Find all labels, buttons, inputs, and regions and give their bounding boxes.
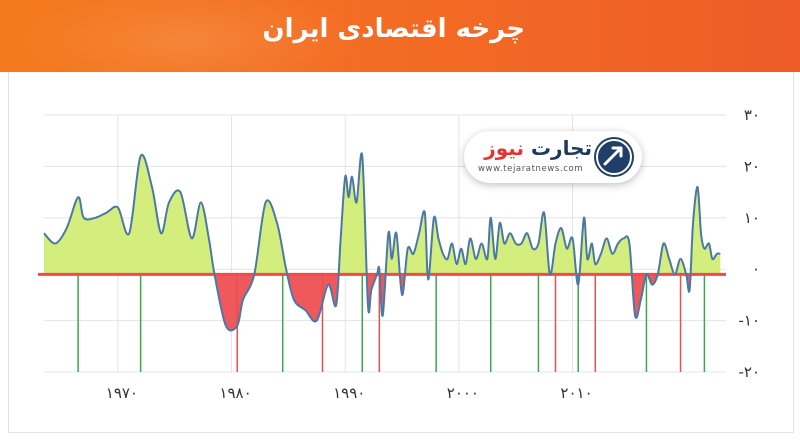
title-banner: چرخه اقتصادی ایران bbox=[0, 0, 800, 72]
y-tick-label: ۳۰ bbox=[744, 106, 760, 124]
logo-name: تجارت نیوز bbox=[484, 136, 592, 160]
series-line-layer bbox=[38, 152, 726, 332]
chart-frame bbox=[8, 72, 794, 433]
y-tick-label: -۱۰ bbox=[738, 312, 760, 330]
y-tick-label: -۲۰ bbox=[738, 363, 760, 381]
y-tick-label: ۲۰ bbox=[744, 157, 760, 175]
cycle-markers bbox=[77, 274, 706, 372]
x-tick-label: ۱۹۷۰ bbox=[106, 384, 138, 402]
logo-emblem-icon bbox=[594, 137, 634, 177]
logo-name-accent: نیوز bbox=[484, 136, 524, 160]
area-layer bbox=[44, 153, 721, 331]
chart-title: چرخه اقتصادی ایران bbox=[262, 14, 525, 44]
x-tick-label: ۱۹۹۰ bbox=[333, 384, 365, 402]
expansion-area bbox=[44, 153, 721, 275]
logo-url: www.tejaratnews.com bbox=[478, 164, 584, 174]
x-tick-label: ۲۰۱۰ bbox=[560, 384, 592, 402]
contraction-area bbox=[44, 274, 721, 331]
y-tick-label: ۰ bbox=[752, 260, 760, 278]
tejaratnews-logo: تجارت نیوز www.tejaratnews.com bbox=[464, 131, 642, 183]
logo-name-main: تجارت bbox=[530, 136, 592, 160]
x-tick-label: ۱۹۸۰ bbox=[219, 384, 251, 402]
banner-glow bbox=[0, 0, 800, 72]
x-tick-label: ۲۰۰۰ bbox=[447, 384, 479, 402]
series-line bbox=[43, 152, 721, 332]
y-tick-label: ۱۰ bbox=[744, 209, 760, 227]
